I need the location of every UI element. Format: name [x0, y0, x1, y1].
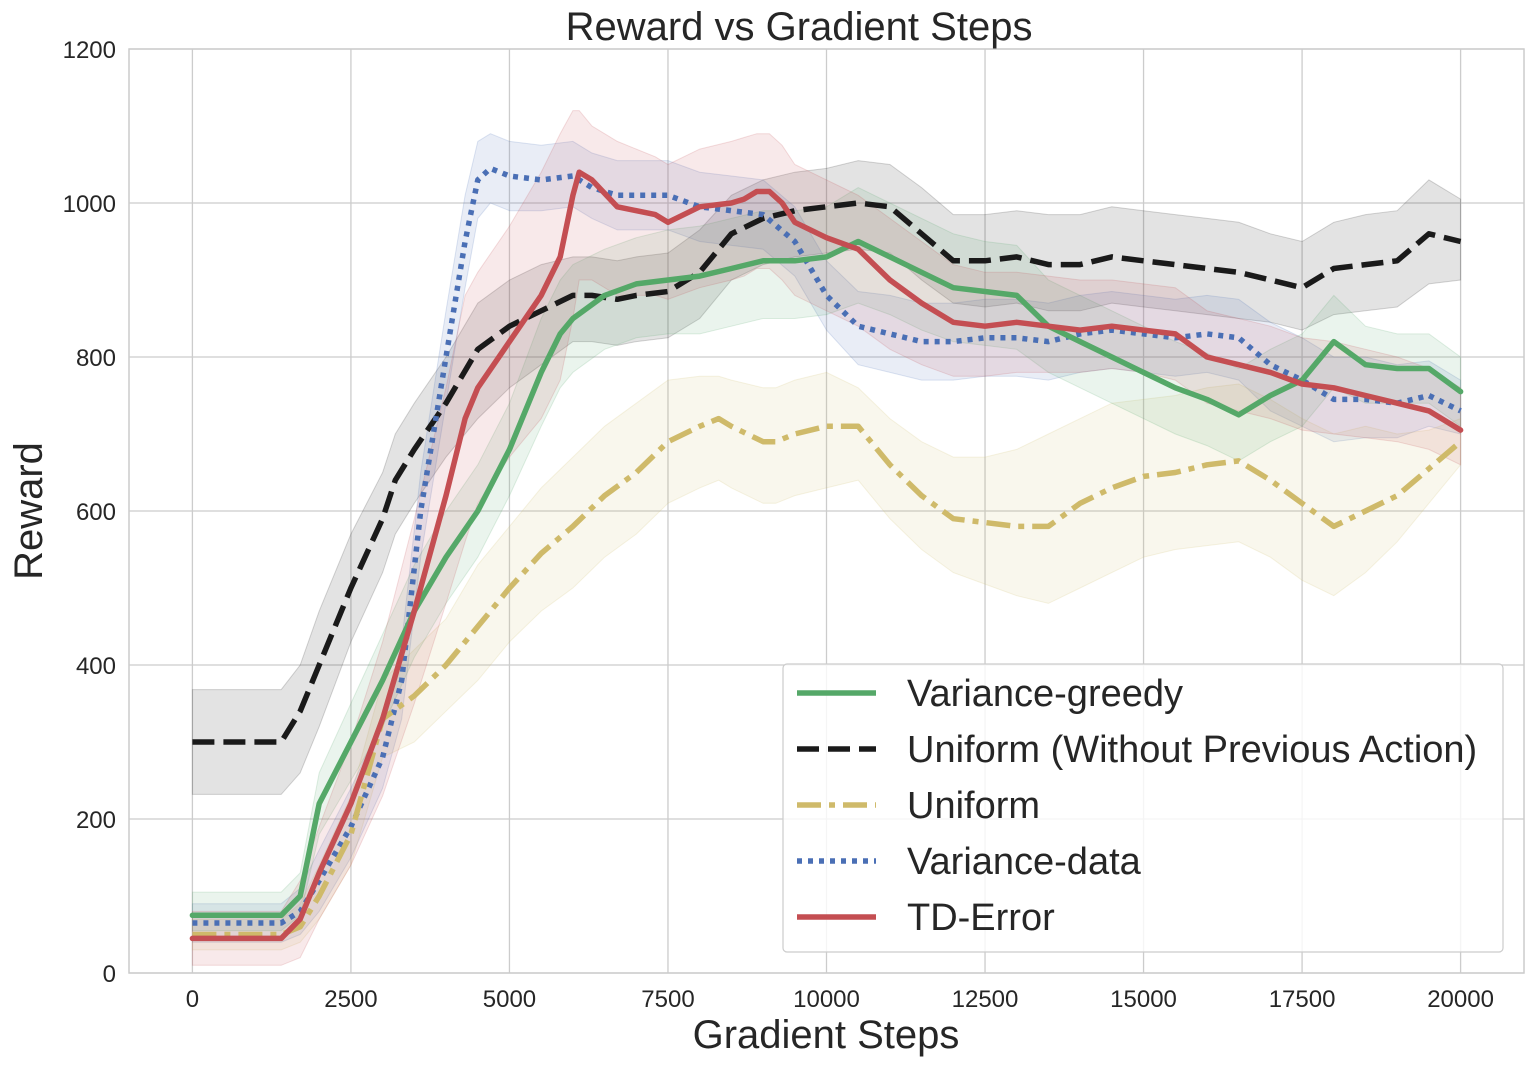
plot-area [128, 48, 1525, 974]
line-uniform [192, 415, 1463, 938]
legend-label-variance-greedy: Variance-greedy [907, 673, 1183, 715]
y-tick-label: 400 [76, 653, 116, 680]
line-variance-greedy [189, 238, 1464, 919]
x-tick-label: 15000 [1110, 986, 1177, 1013]
x-axis-label: Gradient Steps [693, 1013, 960, 1057]
y-tick-label: 600 [76, 499, 116, 526]
x-tick-label: 5000 [483, 986, 536, 1013]
x-tick-label: 0 [186, 986, 199, 1013]
x-tick-label: 7500 [641, 986, 694, 1013]
y-tick-label: 1200 [63, 37, 116, 64]
y-tick-labels: 0 200 400 600 800 1000 1200 [63, 37, 116, 988]
x-tick-label: 20000 [1427, 986, 1494, 1013]
y-tick-label: 800 [76, 345, 116, 372]
y-tick-label: 0 [103, 961, 116, 988]
x-tick-labels: 0 2500 5000 7500 10000 12500 15000 17500 20000 [186, 986, 1494, 1013]
y-axis-label: Reward [7, 442, 51, 580]
legend-label-td-error: TD-Error [907, 897, 1055, 939]
axes-frame [128, 48, 1525, 974]
line-uniform-without-previous-action [192, 200, 1462, 745]
legend-label-uniform-without-previous-action: Uniform (Without Previous Action) [907, 729, 1477, 771]
line-td-error [189, 169, 1464, 942]
band-uniform-without-previous-action [191, 160, 1462, 795]
x-tick-label: 2500 [324, 986, 377, 1013]
y-tick-label: 1000 [63, 191, 116, 218]
legend-label-uniform: Uniform [907, 785, 1040, 827]
legend-label-variance-data: Variance-data [907, 841, 1142, 883]
x-tick-label: 17500 [1269, 986, 1336, 1013]
y-tick-label: 200 [76, 807, 116, 834]
legend: Variance-greedy Uniform (Without Previous… [782, 663, 1504, 953]
x-tick-label: 12500 [952, 986, 1019, 1013]
x-tick-label: 10000 [793, 986, 860, 1013]
series-lines [189, 165, 1464, 942]
band-uniform [191, 371, 1462, 951]
line-variance-data [192, 165, 1462, 926]
chart-title: Reward vs Gradient Steps [566, 5, 1033, 49]
legend-box [782, 663, 1504, 953]
